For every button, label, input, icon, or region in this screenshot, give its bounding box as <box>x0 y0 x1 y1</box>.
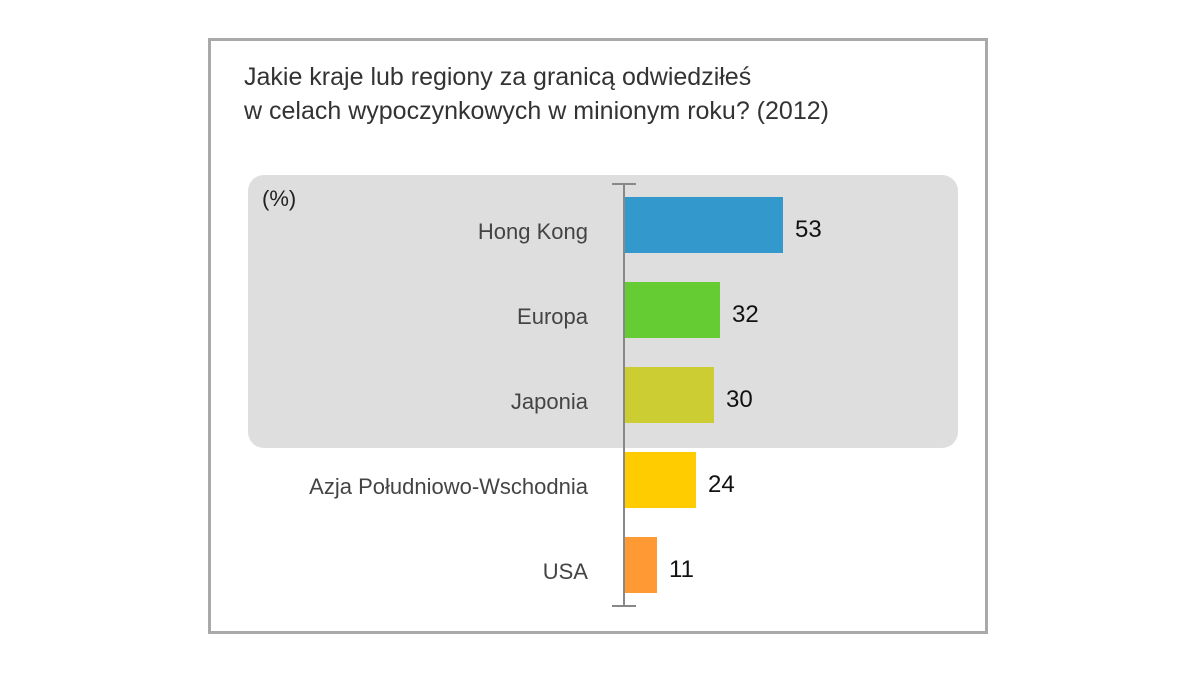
unit-label: (%) <box>262 186 296 211</box>
bar-europa <box>624 282 720 338</box>
value-label: 30 <box>726 386 753 413</box>
category-label: Japonia <box>511 389 589 414</box>
value-label: 53 <box>795 216 822 243</box>
chart-title: Jakie kraje lub regiony za granicą odwie… <box>244 60 964 128</box>
chart-title-line-1: Jakie kraje lub regiony za granicą odwie… <box>244 63 752 91</box>
category-label: Europa <box>517 304 589 329</box>
bar-azja-po-udniowo-wschodnia <box>624 452 696 508</box>
chart-title-line-2: w celach wypoczynkowych w minionym roku?… <box>244 97 829 125</box>
highlight-band <box>248 175 958 448</box>
bar-usa <box>624 537 657 593</box>
bar-japonia <box>624 367 714 423</box>
value-label: 11 <box>669 556 694 583</box>
category-label: Azja Południowo-Wschodnia <box>309 474 589 499</box>
bars-group: Hong Kong 53 Europa 32 Japonia 30 Azja Południ… <box>309 197 822 593</box>
bar-hong-kong <box>624 197 783 253</box>
category-label: Hong Kong <box>478 219 588 244</box>
category-label: USA <box>543 559 589 584</box>
value-label: 24 <box>708 471 735 498</box>
value-label: 32 <box>732 301 759 328</box>
